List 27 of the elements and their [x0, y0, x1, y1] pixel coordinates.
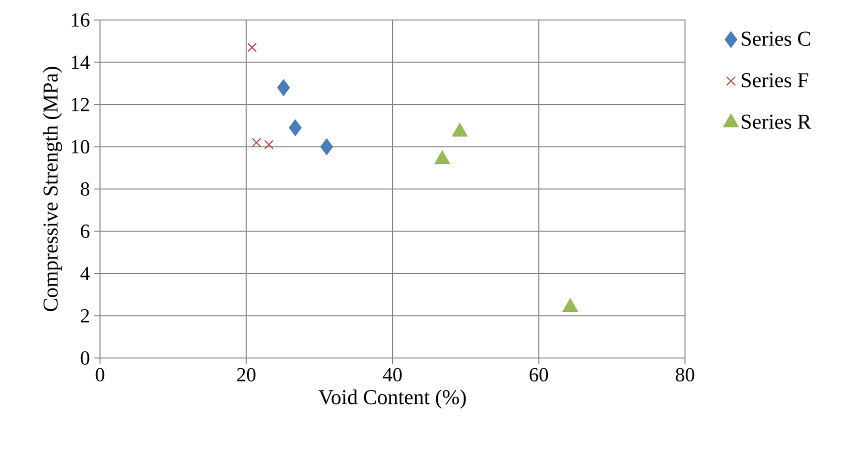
point	[288, 120, 302, 136]
legend-label: Series C	[742, 32, 810, 46]
x-axis-title: Void Content (%)	[318, 389, 466, 409]
point	[320, 138, 333, 155]
point	[264, 140, 274, 150]
x-tick-label: 0	[96, 368, 104, 382]
y-tick-label: 0	[80, 351, 90, 365]
legend-label: Series R	[742, 114, 812, 129]
x-tick-label: 40	[382, 368, 402, 382]
x-tick-label: 20	[237, 368, 256, 382]
point	[562, 298, 578, 312]
y-axis-title: Compressive Strength (MPa)	[42, 66, 62, 312]
y-tick-label: 12	[72, 98, 89, 112]
point	[434, 150, 450, 164]
y-tick-label: 14	[72, 56, 90, 69]
x-tick-label: 60	[530, 368, 548, 382]
y-tick-label: 2	[80, 309, 89, 322]
y-tick-label: 10	[72, 140, 90, 154]
y-tick-label: 6	[80, 224, 90, 238]
y-tick-label: 16	[72, 13, 90, 27]
point	[252, 138, 262, 148]
y-tick-label: 8	[80, 182, 90, 196]
point	[277, 79, 290, 96]
point	[247, 42, 257, 52]
x-tick-label: 80	[676, 368, 694, 382]
legend-label: Series F	[742, 73, 808, 88]
y-tick-label: 4	[80, 266, 90, 280]
